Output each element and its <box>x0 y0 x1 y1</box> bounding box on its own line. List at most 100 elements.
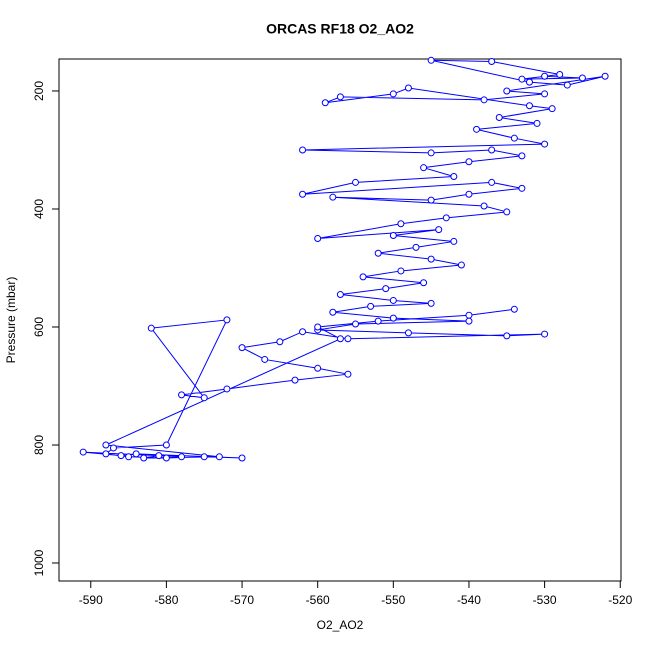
data-point <box>427 196 435 204</box>
data-point <box>503 208 511 216</box>
plot-frame <box>58 58 622 582</box>
data-point <box>427 255 435 263</box>
data-point <box>525 102 533 110</box>
data-point <box>412 243 420 251</box>
data-point <box>427 56 435 64</box>
data-point <box>450 237 458 245</box>
data-point <box>480 202 488 210</box>
data-point <box>367 302 375 310</box>
data-point <box>465 158 473 166</box>
data-point <box>510 134 518 142</box>
data-point <box>404 329 412 337</box>
data-point <box>299 146 307 154</box>
data-point <box>336 335 344 343</box>
data-point <box>510 305 518 313</box>
x-axis-label: O2_AO2 <box>317 618 364 632</box>
data-point <box>518 75 526 83</box>
data-point <box>238 344 246 352</box>
data-point <box>352 320 360 328</box>
data-point <box>314 323 322 331</box>
data-point <box>374 317 382 325</box>
data-point <box>488 57 496 65</box>
data-point <box>457 261 465 269</box>
x-tick-label: -580 <box>154 593 178 607</box>
data-point <box>162 441 170 449</box>
data-point <box>102 441 110 449</box>
data-point <box>162 454 170 462</box>
x-tick-label: -520 <box>608 593 632 607</box>
data-point <box>601 72 609 80</box>
data-point <box>140 454 148 462</box>
data-point <box>548 105 556 113</box>
data-point <box>541 72 549 80</box>
data-line <box>83 59 606 459</box>
data-point <box>79 448 87 456</box>
data-point <box>329 193 337 201</box>
data-point <box>533 119 541 127</box>
data-point <box>109 444 117 452</box>
data-point <box>321 99 329 107</box>
data-point <box>556 70 564 78</box>
x-tick-label: -540 <box>457 593 481 607</box>
data-point <box>563 81 571 89</box>
x-tick-label: -530 <box>533 593 557 607</box>
data-point <box>223 316 231 324</box>
data-point <box>578 74 586 82</box>
data-point <box>397 267 405 275</box>
data-point <box>389 296 397 304</box>
data-point <box>427 149 435 157</box>
x-tick-label: -550 <box>381 593 405 607</box>
data-point <box>541 90 549 98</box>
chart-title: ORCAS RF18 O2_AO2 <box>266 21 414 37</box>
data-point <box>503 332 511 340</box>
data-point <box>518 184 526 192</box>
data-point <box>488 146 496 154</box>
data-point <box>336 93 344 101</box>
data-point <box>276 338 284 346</box>
data-point <box>200 394 208 402</box>
data-point <box>404 84 412 92</box>
data-point <box>389 90 397 98</box>
data-point <box>420 279 428 287</box>
data-point <box>215 453 223 461</box>
data-point <box>178 453 186 461</box>
data-point <box>238 454 246 462</box>
data-point <box>374 249 382 257</box>
data-point <box>503 87 511 95</box>
data-point <box>291 376 299 384</box>
y-tick-label: 200 <box>32 81 46 101</box>
data-point <box>314 234 322 242</box>
data-point <box>344 335 352 343</box>
y-tick-label: 600 <box>32 317 46 337</box>
data-point <box>518 152 526 160</box>
y-tick-label: 1000 <box>32 549 46 576</box>
data-point <box>147 324 155 332</box>
data-point <box>329 308 337 316</box>
data-point <box>442 214 450 222</box>
data-point <box>314 364 322 372</box>
x-tick-label: -560 <box>306 593 330 607</box>
data-point <box>200 453 208 461</box>
data-point <box>450 173 458 181</box>
data-point <box>465 317 473 325</box>
data-point <box>359 273 367 281</box>
data-point <box>125 453 133 461</box>
data-point <box>465 311 473 319</box>
data-point <box>132 450 140 458</box>
y-axis-label: Pressure (mbar) <box>4 277 18 364</box>
data-point <box>389 232 397 240</box>
x-tick-label: -570 <box>230 593 254 607</box>
data-point <box>541 330 549 338</box>
data-point <box>336 291 344 299</box>
data-point <box>495 114 503 122</box>
data-point <box>541 140 549 148</box>
data-point <box>261 355 269 363</box>
data-point <box>488 178 496 186</box>
data-point <box>155 452 163 460</box>
data-point <box>102 450 110 458</box>
data-point <box>117 452 125 460</box>
data-point <box>344 370 352 378</box>
x-tick-label: -590 <box>79 593 103 607</box>
